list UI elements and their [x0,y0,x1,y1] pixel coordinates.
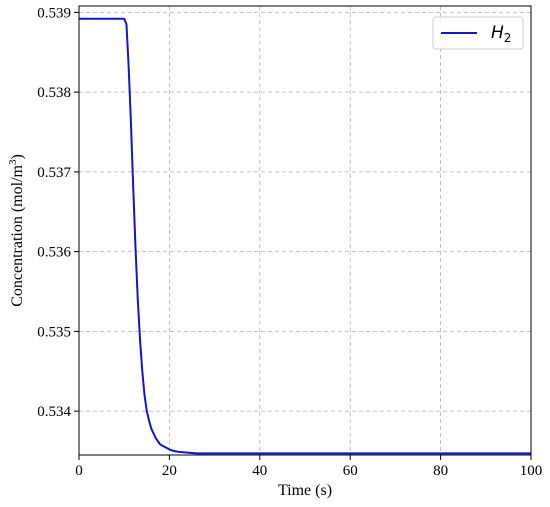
series-layer [79,17,531,455]
grid [79,6,531,455]
y-tick-label: 0.537 [37,165,71,181]
plot-frame [78,5,532,456]
ticks: 0 20 40 60 80 100 0.534 0.535 0.536 0.537 0.538 0.5… [37,5,542,479]
y-axis-label-superscript: 3 [7,159,19,165]
x-axis-label: Time (s) [278,482,332,499]
y-tick-label: 0.536 [37,245,71,261]
y-tick-label: 0.535 [37,324,71,340]
series-line-h2 [79,17,531,455]
y-tick-label: 0.539 [37,5,71,21]
y-axis-label-suffix: ) [9,154,26,159]
legend-label-subscript: 2 [504,31,512,45]
x-tick-label: 80 [433,463,448,479]
legend-label-h2: H2 [491,23,511,45]
x-tick-label: 60 [343,463,358,479]
y-axis-label: Concentration (mol/m3) [7,154,26,307]
legend-box [432,16,524,50]
y-tick-label: 0.538 [37,85,71,101]
y-tick-label: 0.534 [37,404,71,420]
x-tick-label: 40 [252,463,267,479]
y-axis-label-main: Concentration (mol/m [9,164,26,306]
legend-label-main: H [491,23,504,43]
x-tick-label: 0 [75,463,83,479]
legend: H2 [432,16,524,50]
x-tick-label: 20 [162,463,177,479]
x-tick-label: 100 [520,463,543,479]
